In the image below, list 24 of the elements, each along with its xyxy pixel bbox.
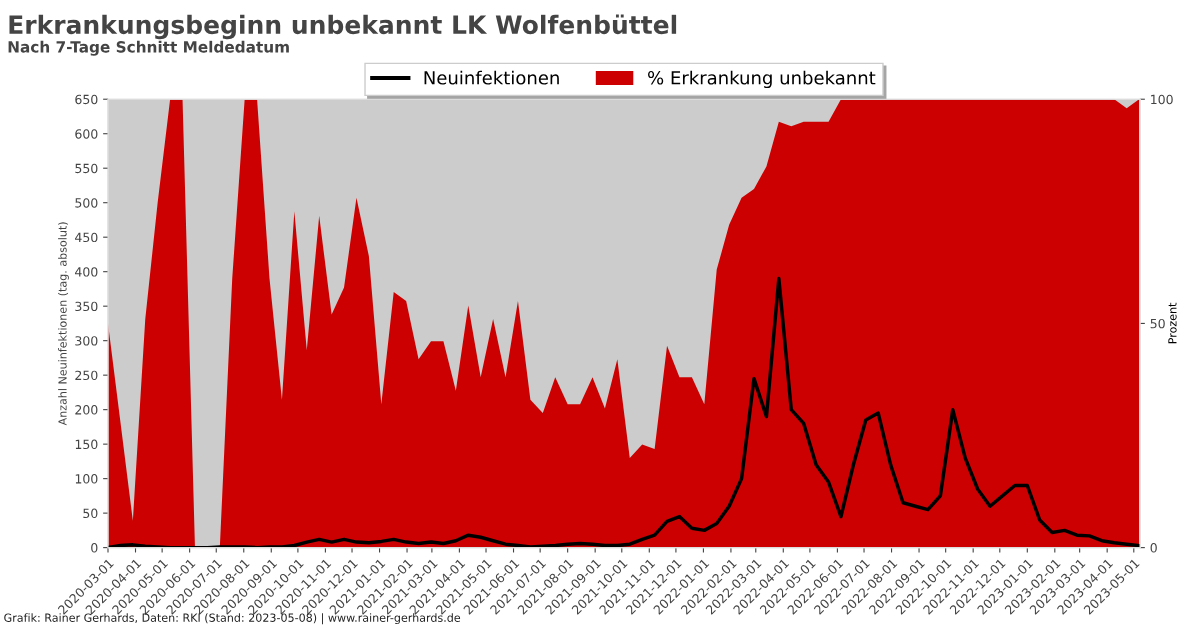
- y-axis-title: Anzahl Neuinfektionen (tag. absolut): [58, 222, 69, 426]
- y-tick-label: 400: [75, 267, 98, 277]
- y-tick-label: 250: [75, 370, 98, 381]
- y-tick-label: 550: [75, 163, 98, 174]
- y-tick-label: 300: [75, 336, 98, 346]
- legend-label: Neuinfektionen: [424, 70, 559, 85]
- legend-label: % Erkrankung unbekannt: [648, 70, 876, 89]
- chart-subtitle: Nach 7-Tage Schnitt Meldedatum: [8, 40, 289, 56]
- y2-tick-label: 100: [1151, 94, 1173, 105]
- text: Grafik: Rainer Gerhards, Daten: RKI (Stand: 2023-05-08) | www.rainer-gerhards.de: [4, 613, 461, 625]
- y-tick-label: 150: [75, 439, 98, 450]
- y-tick-label: 0: [91, 543, 98, 553]
- y-tick-label: 350: [75, 301, 98, 312]
- y-tick-label: 50: [83, 508, 98, 519]
- y2-axis-title: Prozent: [1168, 302, 1177, 344]
- y-tick-label: 650: [75, 94, 98, 105]
- chart-title: Erkrankungsbeginn unbekannt LK Wolfenbüttel: [9, 14, 677, 40]
- y2-tick-label: 0: [1150, 543, 1157, 553]
- y-tick-label: 200: [75, 405, 98, 415]
- y2-tick-label: 50: [1150, 318, 1165, 329]
- y-tick-label: 450: [75, 232, 98, 243]
- y-tick-label: 100: [75, 474, 98, 484]
- y-tick-label: 600: [75, 129, 98, 139]
- y-tick-label: 500: [75, 198, 98, 208]
